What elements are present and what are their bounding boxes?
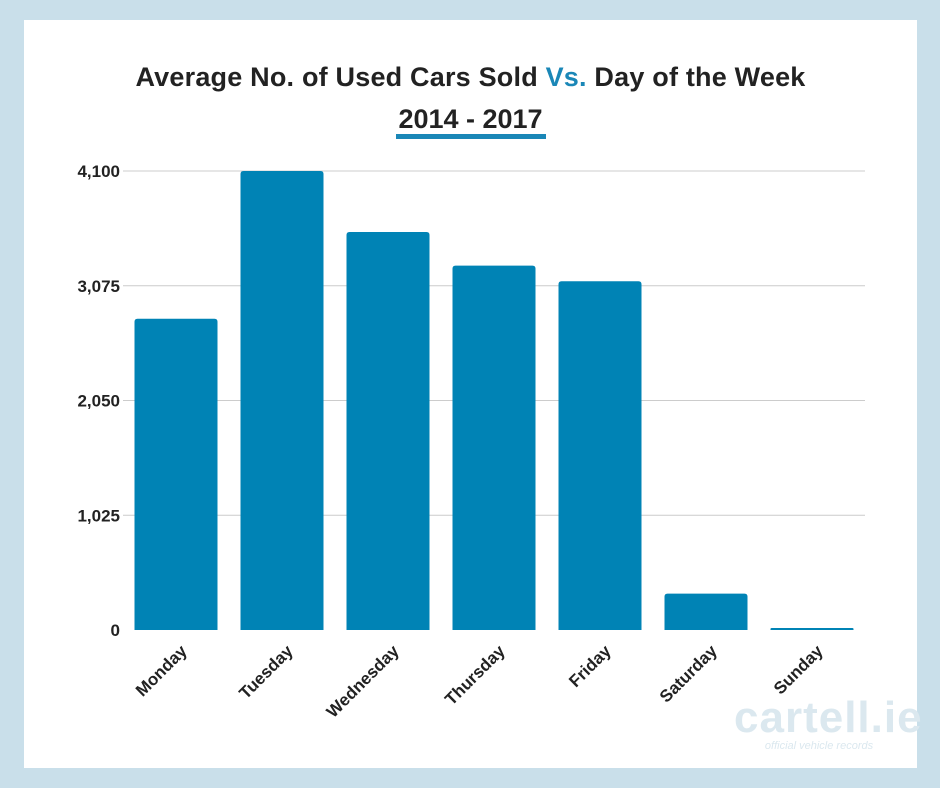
x-tick-label: Sunday	[770, 641, 827, 698]
y-tick-label: 4,100	[77, 162, 120, 181]
chart-card: Average No. of Used Cars Sold Vs. Day of…	[24, 20, 923, 768]
x-tick-label: Wednesday	[323, 641, 403, 721]
title-suffix: Day of the Week	[586, 62, 806, 92]
logo-tagline: official vehicle records	[764, 740, 874, 752]
chart-title: Average No. of Used Cars Sold Vs. Day of…	[24, 62, 917, 93]
chart-subtitle: 2014 - 2017	[398, 104, 543, 134]
bar-tuesday	[240, 171, 324, 630]
x-tick-label: Saturday	[656, 641, 721, 706]
x-tick-label: Tuesday	[236, 641, 298, 703]
bar-sunday	[770, 627, 854, 630]
x-tick-label: Monday	[132, 641, 191, 700]
bar-saturday	[664, 593, 748, 630]
bar-monday	[134, 318, 218, 630]
bar-friday	[558, 281, 642, 630]
logo-wordmark: cartell.ie	[734, 693, 923, 742]
title-accent: Vs.	[545, 62, 587, 92]
y-tick-label: 1,025	[77, 506, 120, 525]
bar-thursday	[452, 265, 536, 630]
subtitle-underline	[396, 134, 546, 139]
x-tick-label: Thursday	[441, 641, 509, 709]
y-tick-label: 3,075	[77, 277, 120, 296]
bar-wednesday	[346, 232, 430, 630]
title-prefix: Average No. of Used Cars Sold	[135, 62, 546, 92]
y-tick-label: 0	[111, 621, 120, 640]
x-tick-label: Friday	[565, 641, 615, 691]
y-tick-label: 2,050	[77, 392, 120, 411]
bar-chart: 0 1,025 2,050 3,075 4,100 Monday Tuesday Wednes…	[77, 162, 865, 721]
cartell-logo: cartell.ie official vehicle records	[734, 693, 923, 753]
